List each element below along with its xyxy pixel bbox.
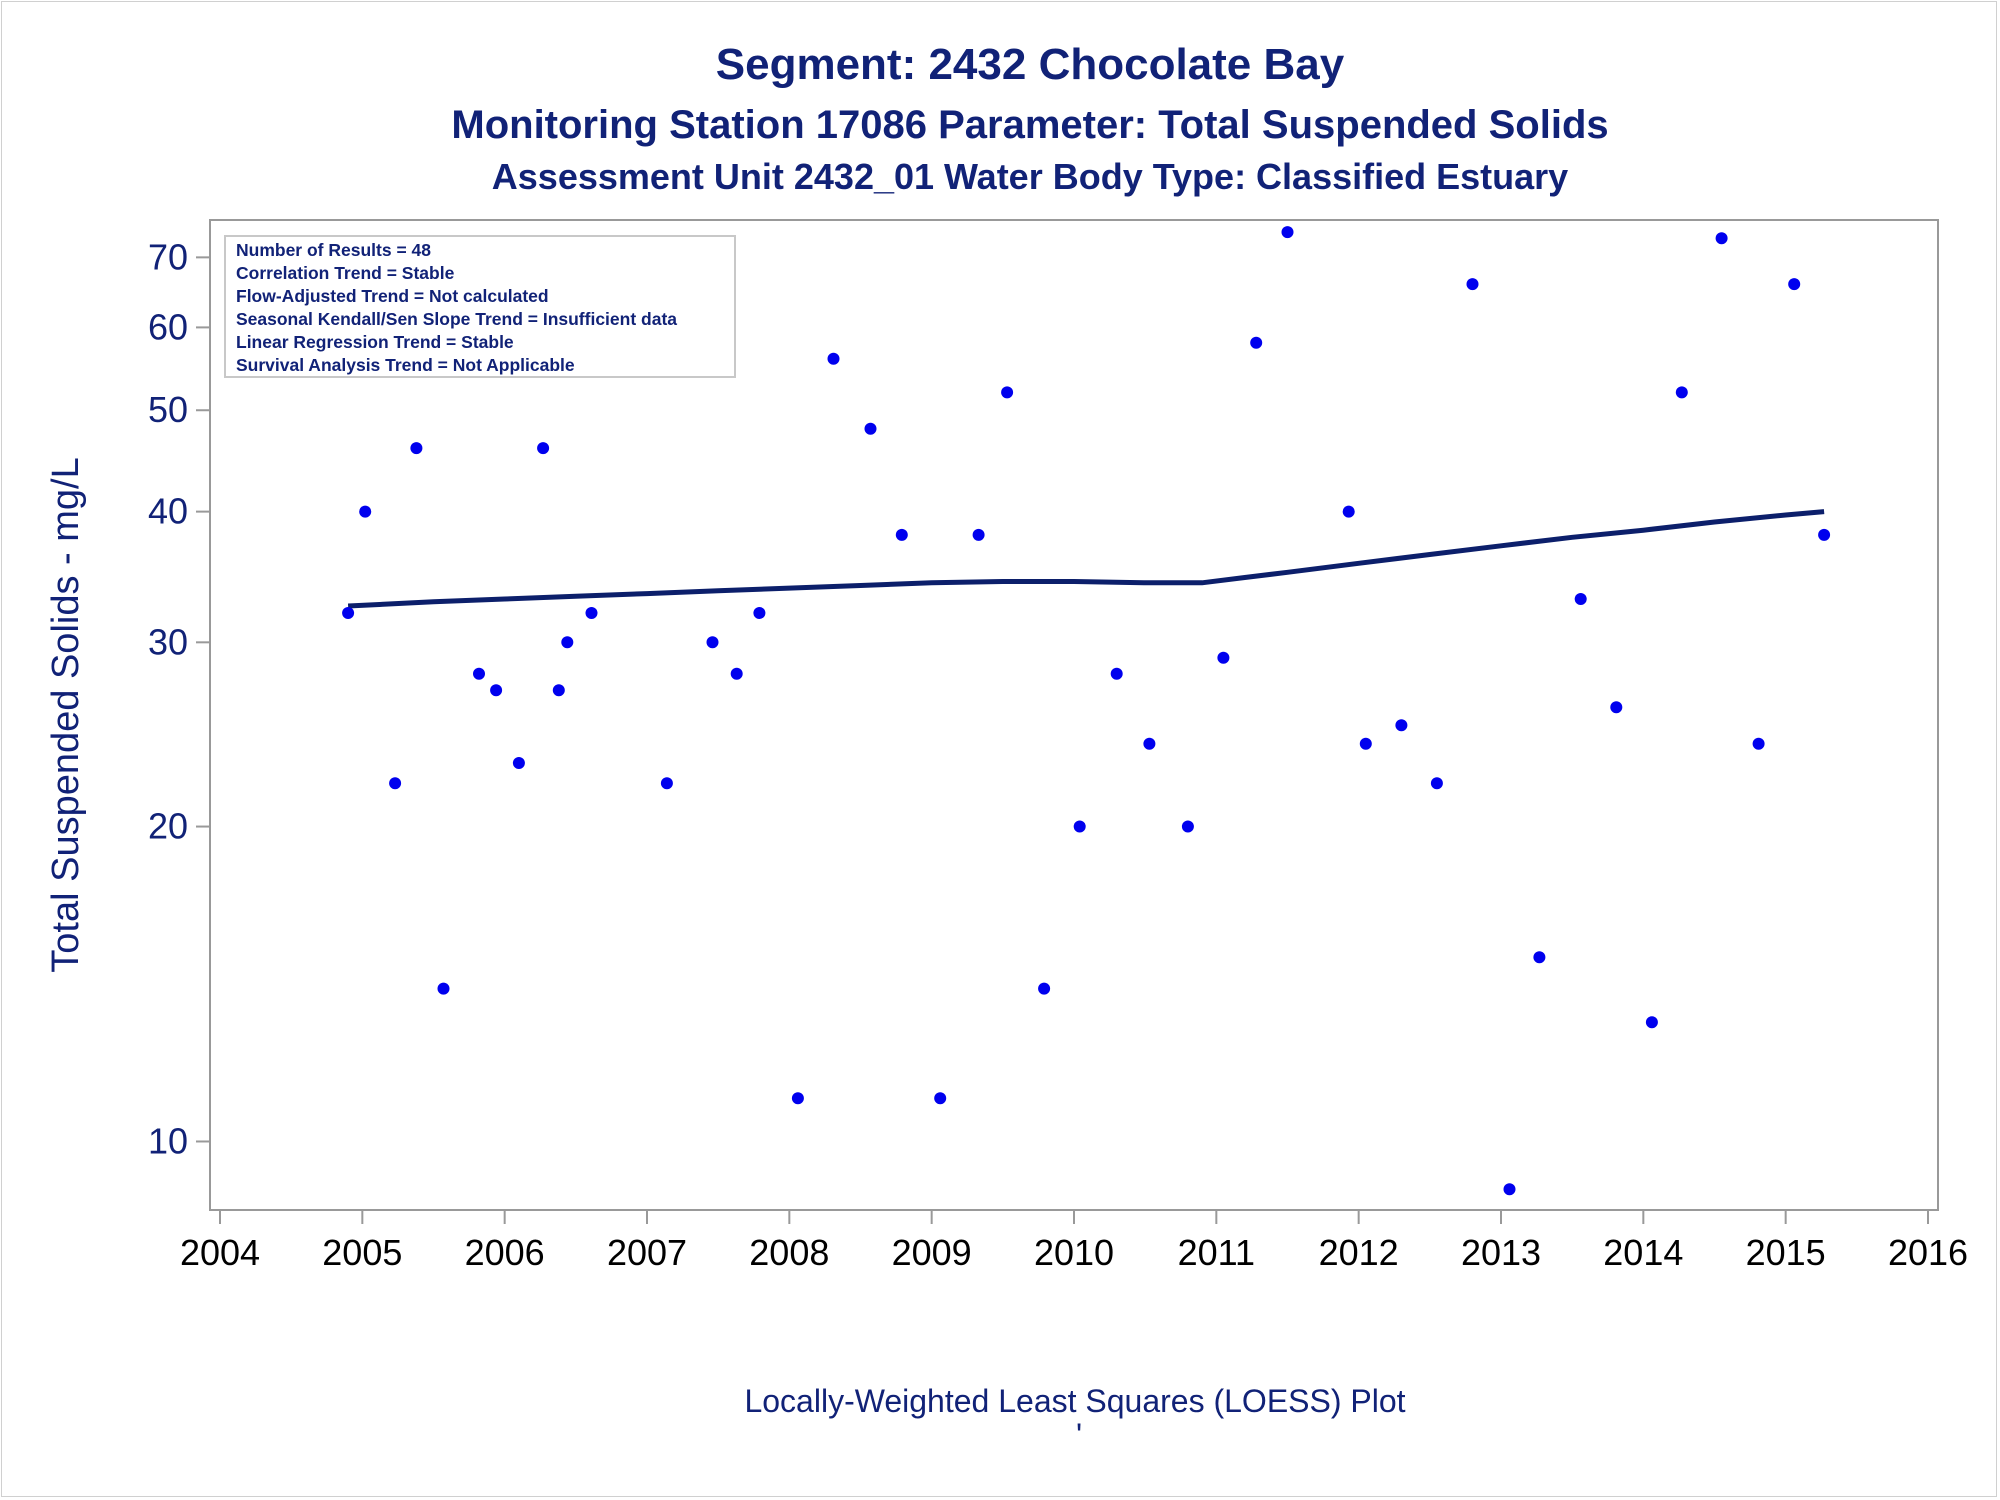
x-tick-label: 2012 [1319, 1232, 1399, 1273]
stat-survival-analysis-trend: Survival Analysis Trend = Not Applicable [236, 355, 575, 375]
x-tick-label: 2010 [1034, 1232, 1114, 1273]
data-point [1342, 505, 1355, 518]
data-point [512, 757, 525, 769]
y-tick-label: 70 [148, 236, 188, 277]
data-point [1359, 737, 1372, 750]
data-point [1466, 278, 1479, 291]
stat-seasonal-kendall-trend: Seasonal Kendall/Sen Slope Trend = Insuf… [236, 309, 677, 329]
data-point [1503, 1183, 1516, 1196]
data-point [1574, 593, 1587, 605]
data-point [437, 982, 450, 995]
data-point [791, 1092, 804, 1105]
data-point [473, 667, 485, 680]
data-point [585, 607, 598, 619]
data-point [410, 442, 423, 455]
chart-subtitle: Monitoring Station 17086 Parameter: Tota… [451, 103, 1608, 147]
data-point [1788, 278, 1801, 291]
data-point [1645, 1016, 1658, 1029]
stat-number-of-results: Number of Results = 48 [236, 240, 431, 260]
x-tick-label: 2007 [607, 1232, 687, 1273]
y-tick-label: 30 [148, 621, 188, 662]
data-point [827, 352, 840, 365]
data-point [972, 528, 985, 541]
x-tick-label: 2014 [1603, 1232, 1683, 1273]
x-tick-label: 2016 [1888, 1232, 1968, 1273]
data-point [1143, 737, 1156, 750]
data-point [1752, 737, 1765, 750]
data-point [864, 422, 877, 435]
data-point [730, 667, 743, 680]
data-point [1181, 820, 1194, 833]
x-tick-label: 2005 [322, 1232, 402, 1273]
x-tick-label: 2013 [1461, 1232, 1541, 1273]
data-point [1250, 336, 1263, 349]
data-point [934, 1092, 947, 1105]
data-point [1818, 528, 1831, 541]
stat-correlation-trend: Correlation Trend = Stable [236, 263, 455, 283]
data-point [552, 684, 565, 697]
y-axis: 10 20 30 40 50 60 70 [148, 236, 210, 1161]
data-point [1610, 701, 1623, 714]
data-point [1675, 386, 1688, 399]
stat-linear-regression-trend: Linear Regression Trend = Stable [236, 332, 514, 352]
data-point [1281, 226, 1294, 239]
x-tick-label: 2009 [892, 1232, 972, 1273]
y-tick-label: 60 [148, 306, 188, 347]
data-point [1430, 777, 1443, 790]
x-tick-label: 2011 [1178, 1232, 1255, 1273]
data-point [342, 607, 355, 619]
statistics-box: Number of Results = 48 Correlation Trend… [224, 235, 736, 378]
chart-title: Segment: 2432 Chocolate Bay [716, 40, 1345, 89]
data-point [1533, 951, 1546, 964]
x-tick-label: 2006 [465, 1232, 545, 1273]
y-tick-label: 40 [148, 491, 188, 532]
data-point [561, 636, 574, 649]
data-point [1073, 820, 1086, 833]
y-tick-label: 20 [148, 806, 188, 847]
data-point [359, 505, 372, 518]
data-point [1038, 982, 1051, 995]
data-point [753, 607, 766, 619]
data-point [1715, 232, 1728, 245]
footnote: Locally-Weighted Least Squares (LOESS) P… [744, 1383, 1405, 1419]
data-point [706, 636, 719, 649]
loess-curve [347, 509, 1825, 609]
data-point [1001, 386, 1014, 399]
footnote-mark: ' [1076, 1417, 1082, 1453]
y-tick-label: 10 [148, 1120, 188, 1161]
data-point [389, 777, 402, 790]
statistics-box-frame [224, 235, 736, 378]
x-axis: 2004 2005 2006 2007 2008 2009 2010 2011 2012 2013… [180, 1210, 1968, 1273]
data-point [1395, 719, 1408, 732]
data-point [1217, 651, 1230, 664]
y-axis-label: Total Suspended Solids - mg/L [45, 457, 87, 972]
x-tick-label: 2008 [749, 1232, 829, 1273]
x-tick-label: 2015 [1746, 1232, 1826, 1273]
data-point [1110, 667, 1123, 680]
data-point [537, 442, 550, 455]
data-point [895, 528, 908, 541]
chart-subtitle-2: Assessment Unit 2432_01 Water Body Type:… [492, 156, 1568, 197]
data-point [490, 684, 503, 697]
y-tick-label: 50 [148, 389, 188, 430]
stat-flow-adjusted-trend: Flow-Adjusted Trend = Not calculated [236, 286, 549, 306]
data-point [660, 777, 673, 790]
x-tick-label: 2004 [180, 1232, 260, 1273]
